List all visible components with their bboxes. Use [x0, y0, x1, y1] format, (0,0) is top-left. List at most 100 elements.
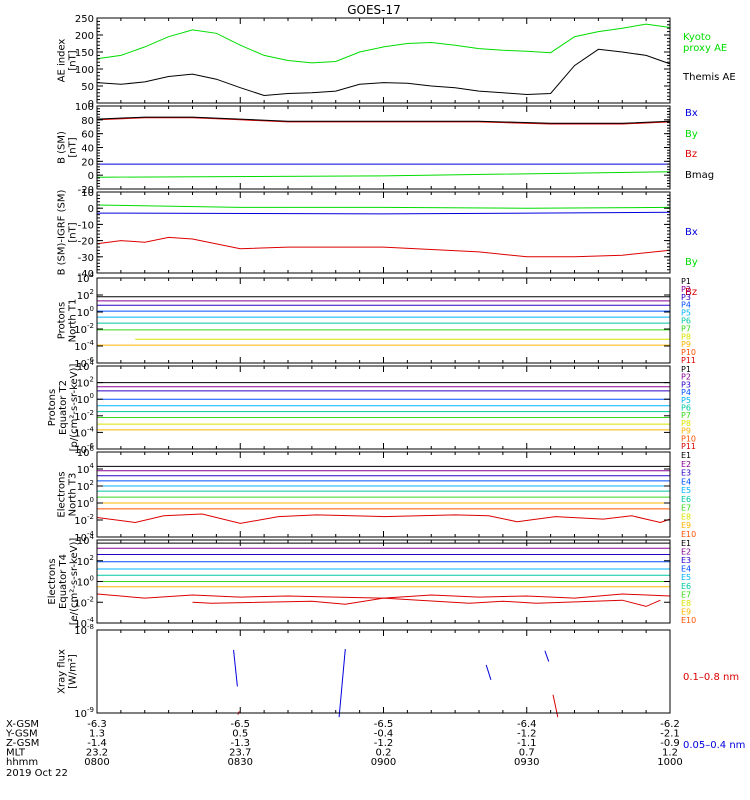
panel-frame	[96, 17, 671, 104]
y-axis-label: Electrons	[47, 558, 58, 604]
legend-entry: E1	[681, 451, 691, 460]
legend-entry: Themis AE	[682, 72, 736, 83]
legend-entry: E6	[681, 582, 691, 591]
series-e10	[192, 597, 661, 607]
ephemeris-value: 1.3	[89, 729, 105, 740]
ephemeris-value: -1.2	[517, 729, 537, 740]
ephemeris-value: 0930	[514, 757, 539, 768]
panel-frame	[96, 629, 671, 714]
legend-entry: P1	[681, 277, 691, 286]
legend-entry: P6	[681, 404, 691, 413]
legend-entry: E3	[681, 469, 691, 478]
series-e9	[96, 593, 671, 599]
legend-entry: Bz	[685, 287, 697, 298]
ephemeris-value: 1.2	[662, 748, 678, 759]
legend-entry: P11	[681, 356, 696, 365]
panel-frame	[96, 365, 671, 450]
y-axis-label: North T1	[68, 299, 79, 343]
ephemeris-value: 1000	[657, 757, 682, 768]
y-tick-label: 10-8	[74, 623, 94, 637]
legend-entry: 0.05–0.4 nm	[683, 740, 745, 751]
ephemeris-value: 23.7	[229, 748, 251, 759]
ephemeris-value: -1.4	[87, 738, 107, 749]
legend-entry: P10	[681, 434, 696, 443]
legend-entry: P5	[681, 396, 691, 405]
legend-entry: proxy AE	[683, 43, 727, 54]
y-axis-label: [e/(cm²-s-sr-keV)]	[69, 538, 80, 626]
ephemeris-value: -1.1	[517, 738, 537, 749]
series-by	[96, 204, 671, 209]
y-tick-label: 0	[88, 99, 94, 110]
ephemeris-value: -6.5	[230, 719, 250, 730]
ephemeris-value: -1.3	[230, 738, 250, 749]
legend-entry: E2	[681, 460, 691, 469]
legend-entry: P8	[681, 332, 691, 341]
series-kyoto-proxy-ae	[96, 23, 671, 64]
legend-entry: P9	[681, 340, 691, 349]
y-axis-label: Protons	[57, 302, 68, 339]
series-segment-blue	[338, 649, 346, 718]
ephemeris-row-label: hhmm	[6, 757, 38, 768]
ephemeris-value: 0.7	[519, 748, 535, 759]
ephemeris-value: -2.1	[660, 729, 680, 740]
panel-frame	[96, 191, 671, 274]
legend-entry: E2	[681, 548, 691, 557]
y-axis-label: B (SM)-IGRF (SM)	[57, 190, 68, 276]
legend-entry: P7	[681, 411, 691, 420]
series-bmag	[96, 116, 671, 124]
legend-entry: E1	[681, 539, 691, 548]
legend-entry: By	[685, 129, 698, 140]
series-segment-blue	[544, 650, 550, 662]
legend-entry: E9	[681, 607, 691, 616]
y-tick-label: 10-9	[74, 706, 94, 720]
y-tick-label: 100	[77, 496, 94, 510]
legend-entry: P10	[681, 348, 696, 357]
legend-entry: By	[685, 257, 698, 268]
y-tick-label: 40	[81, 144, 94, 155]
ephemeris-value: 0900	[371, 757, 396, 768]
y-tick-label: 102	[77, 288, 94, 302]
plot-title: GOES-17	[347, 3, 401, 17]
legend-entry: Bmag	[685, 170, 714, 181]
y-tick-label: 150	[75, 48, 94, 59]
legend-entry: P4	[681, 301, 691, 310]
y-tick-label: 200	[75, 31, 94, 42]
y-tick-label: 80	[81, 116, 94, 127]
legend-entry: E4	[681, 477, 691, 486]
ephemeris-value: 0.5	[232, 729, 248, 740]
legend-entry: P9	[681, 427, 691, 436]
ephemeris-value: -6.5	[374, 719, 394, 730]
legend-entry: P3	[681, 293, 691, 302]
ephemeris-value: -0.4	[374, 729, 394, 740]
legend-entry: E9	[681, 521, 691, 530]
series-bx	[96, 211, 671, 215]
y-tick-label: 104	[77, 462, 95, 476]
date-label: 2019 Oct 22	[6, 768, 68, 779]
y-tick-label: 100	[75, 65, 94, 76]
series-themis-ae	[96, 48, 671, 97]
series-segment-blue	[485, 664, 492, 680]
y-axis-label: [p/(cm²-s-sr-keV)]	[69, 364, 80, 452]
y-tick-label: 0	[88, 204, 94, 215]
panel-frame	[96, 451, 671, 538]
series-bz	[96, 117, 671, 125]
ephemeris-row-label: Y-GSM	[5, 729, 38, 740]
ephemeris-value: -1.2	[374, 738, 394, 749]
ephemeris-value: -6.2	[660, 719, 680, 730]
panel-frame	[96, 277, 671, 364]
y-tick-label: -30	[78, 253, 94, 264]
y-tick-label: 100	[77, 305, 94, 319]
y-tick-label: -40	[78, 269, 94, 280]
series-e10	[96, 513, 671, 524]
ephemeris-row-label: Z-GSM	[6, 738, 39, 749]
legend-entry: P3	[681, 380, 691, 389]
series-segment-red	[552, 694, 559, 718]
ephemeris-value: -6.3	[87, 719, 107, 730]
legend-entry: Bz	[685, 149, 697, 160]
y-tick-label: 10	[81, 188, 94, 199]
ephemeris-row-label: MLT	[6, 748, 26, 759]
